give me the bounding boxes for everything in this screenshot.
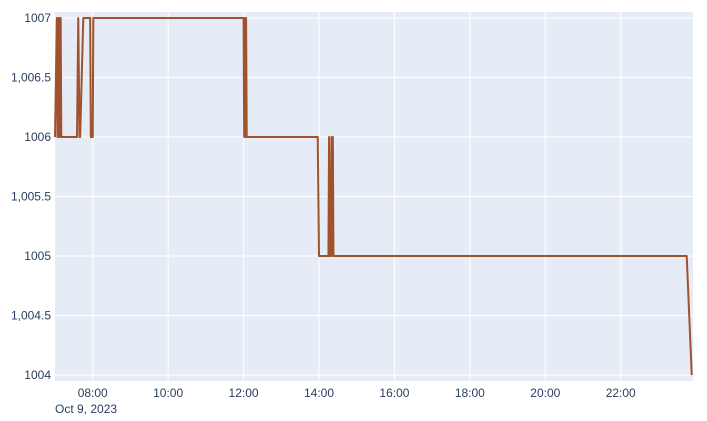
x-axis-date-label: Oct 9, 2023: [55, 402, 117, 416]
x-tick-label: 22:00: [606, 386, 636, 400]
x-tick-label: 14:00: [304, 386, 334, 400]
x-axis-tick-labels: 08:00 10:00 12:00 14:00 16:00 18:00 20:00 22:00: [78, 386, 636, 400]
x-tick-label: 18:00: [455, 386, 485, 400]
x-tick-label: 20:00: [530, 386, 560, 400]
x-tick-label: 10:00: [153, 386, 183, 400]
series-line-0: [54, 16, 693, 376]
x-tick-label: 08:00: [78, 386, 108, 400]
series-layer: [54, 16, 693, 376]
y-tick-label: 1,006.5: [11, 70, 51, 84]
y-axis-tick-labels: 1004 1,004.5 1005 1,005.5 1006 1,006.5 1007: [11, 11, 51, 382]
y-tick-label: 1005: [24, 249, 51, 263]
y-tick-label: 1004: [24, 368, 51, 382]
y-tick-label: 1006: [24, 130, 51, 144]
y-tick-label: 1,005.5: [11, 190, 51, 204]
y-tick-label: 1,004.5: [11, 309, 51, 323]
x-tick-label: 12:00: [229, 386, 259, 400]
y-tick-label: 1007: [24, 11, 51, 25]
x-tick-label: 16:00: [379, 386, 409, 400]
